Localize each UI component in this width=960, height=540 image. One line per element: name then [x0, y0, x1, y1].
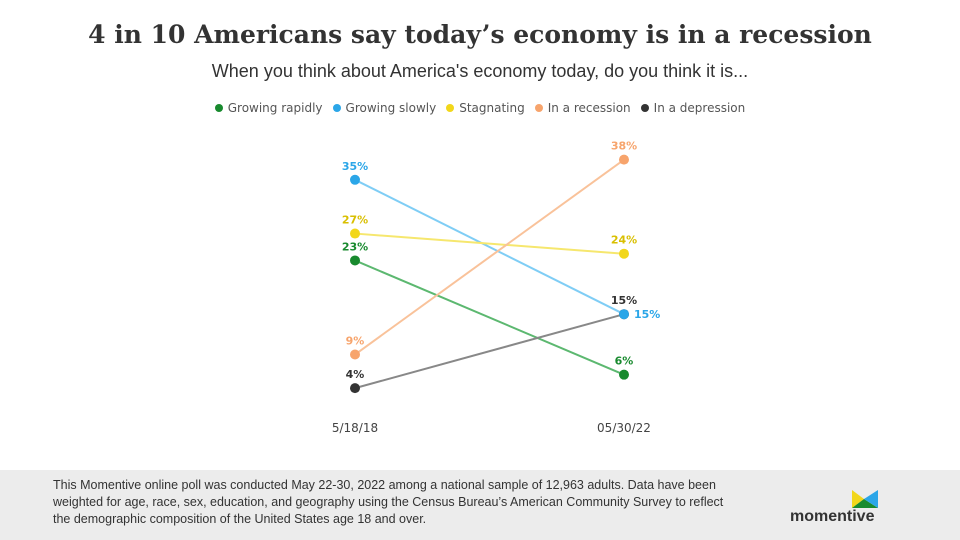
- data-point: [619, 154, 629, 165]
- x-tick-label: 05/30/22: [597, 421, 651, 435]
- data-point: [619, 309, 629, 320]
- legend-item: In a depression: [640, 101, 746, 115]
- data-point: [350, 255, 360, 266]
- chart-title: 4 in 10 Americans say today’s economy is…: [88, 20, 872, 49]
- data-label: 9%: [346, 335, 365, 348]
- legend-label: In a recession: [547, 101, 631, 115]
- data-point: [619, 369, 629, 380]
- data-label: 6%: [615, 355, 634, 368]
- logo-text: momentive: [790, 508, 875, 525]
- data-point: [350, 174, 360, 185]
- legend: Growing rapidly Growing slowly Stagnating I…: [0, 101, 960, 115]
- data-label: 38%: [611, 140, 637, 153]
- data-label: 27%: [342, 214, 368, 227]
- chart-plot: 4% 15% 9% 38% 27% 24% 35% 15% 23% 6% 5/18/18 05/30/…: [332, 140, 660, 435]
- series-line: [354, 232, 625, 255]
- data-point: [350, 228, 360, 239]
- legend-label: Stagnating: [459, 101, 525, 115]
- data-label: 23%: [342, 240, 368, 253]
- legend-item: Stagnating: [446, 101, 525, 115]
- series-line: [354, 313, 625, 390]
- logo-mark-icon: [852, 490, 878, 508]
- data-label: 4%: [346, 368, 365, 381]
- legend-dot-icon: [534, 104, 543, 112]
- momentive-logo: momentive: [790, 488, 885, 528]
- legend-dot-icon: [214, 104, 223, 112]
- x-tick-label: 5/18/18: [332, 421, 378, 435]
- series-line: [354, 178, 625, 316]
- footnote: This Momentive online poll was conducted…: [53, 478, 724, 526]
- legend-item: Growing slowly: [332, 101, 437, 115]
- footer: This Momentive online poll was conducted…: [0, 470, 960, 540]
- legend-label: Growing rapidly: [227, 101, 323, 115]
- data-point: [619, 248, 629, 259]
- data-label: 24%: [611, 234, 637, 247]
- data-label: 15%: [634, 308, 660, 321]
- legend-dot-icon: [640, 104, 649, 112]
- data-point: [350, 349, 360, 360]
- legend-label: Growing slowly: [345, 101, 437, 115]
- legend-dot-icon: [332, 104, 341, 112]
- chart-subtitle: When you think about America's economy t…: [211, 61, 749, 81]
- legend-dot-icon: [446, 104, 455, 112]
- series-line: [354, 158, 625, 356]
- data-label: 15%: [611, 294, 637, 307]
- legend-item: Growing rapidly: [214, 101, 323, 115]
- legend-item: In a recession: [534, 101, 631, 115]
- legend-label: In a depression: [653, 101, 746, 115]
- data-label: 35%: [342, 160, 368, 173]
- series-line: [354, 259, 625, 376]
- data-point: [350, 383, 360, 394]
